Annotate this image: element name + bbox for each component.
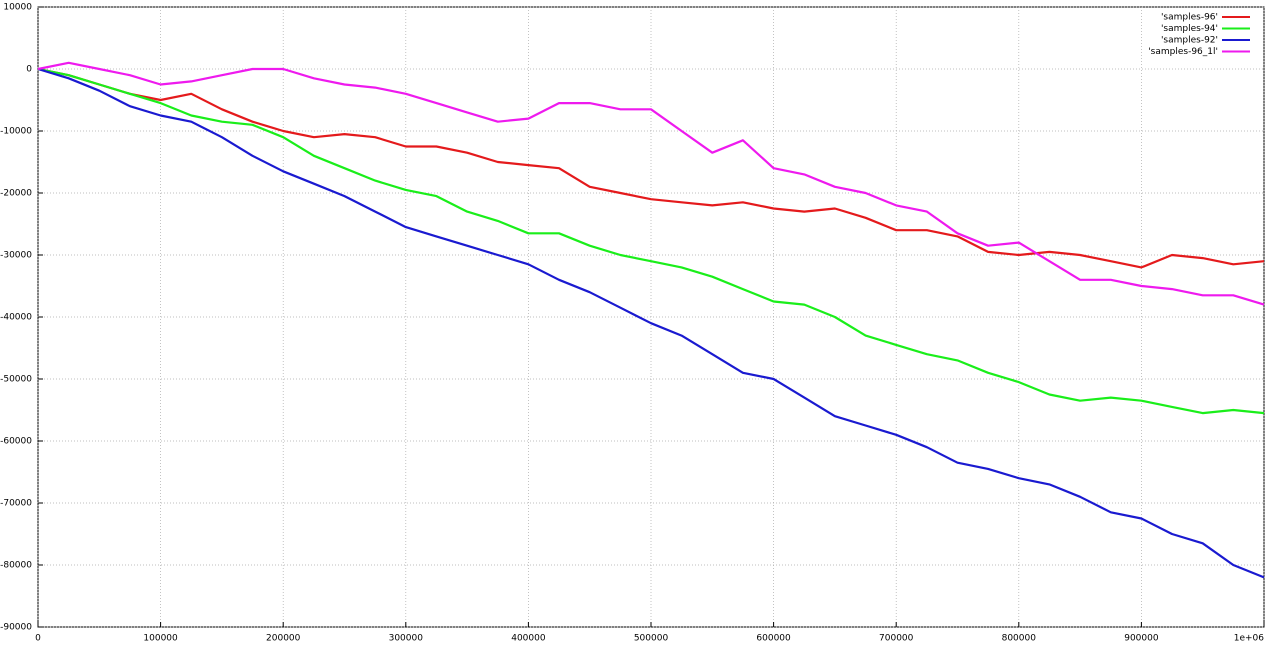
y-tick-label: -20000 (0, 189, 32, 199)
x-tick-label: 0 (35, 634, 41, 644)
x-tick-label: 1e+06 (1234, 634, 1265, 644)
x-tick-label: 100000 (143, 634, 178, 644)
series-line (37, 67, 1265, 269)
x-tick-label: 300000 (389, 634, 424, 644)
x-tick-label: 900000 (1124, 634, 1159, 644)
x-tick-label: 500000 (634, 634, 669, 644)
x-tick-label: 700000 (879, 634, 914, 644)
y-tick-label: -10000 (0, 127, 32, 137)
y-tick-label: -50000 (0, 375, 32, 385)
legend-label: 'samples-94' (1161, 24, 1218, 34)
y-tick-label: -70000 (0, 499, 32, 509)
x-tick-label: 600000 (756, 634, 791, 644)
legend-label: 'samples-92' (1161, 36, 1218, 46)
x-tick-label: 400000 (511, 634, 546, 644)
series-line (37, 67, 1265, 579)
y-tick-label: -90000 (0, 623, 32, 633)
y-tick-label: 0 (26, 65, 32, 75)
series-line (37, 61, 1265, 306)
y-tick-label: -60000 (0, 437, 32, 447)
y-tick-label: -40000 (0, 313, 32, 323)
series-line (37, 67, 1265, 415)
y-tick-label: -80000 (0, 561, 32, 571)
legend-label: 'samples-96_1l' (1148, 47, 1218, 57)
x-tick-label: 800000 (1002, 634, 1037, 644)
x-tick-label: 200000 (266, 634, 301, 644)
legend-label: 'samples-96' (1161, 13, 1218, 23)
y-tick-label: -30000 (0, 251, 32, 261)
y-tick-label: 10000 (3, 3, 32, 13)
